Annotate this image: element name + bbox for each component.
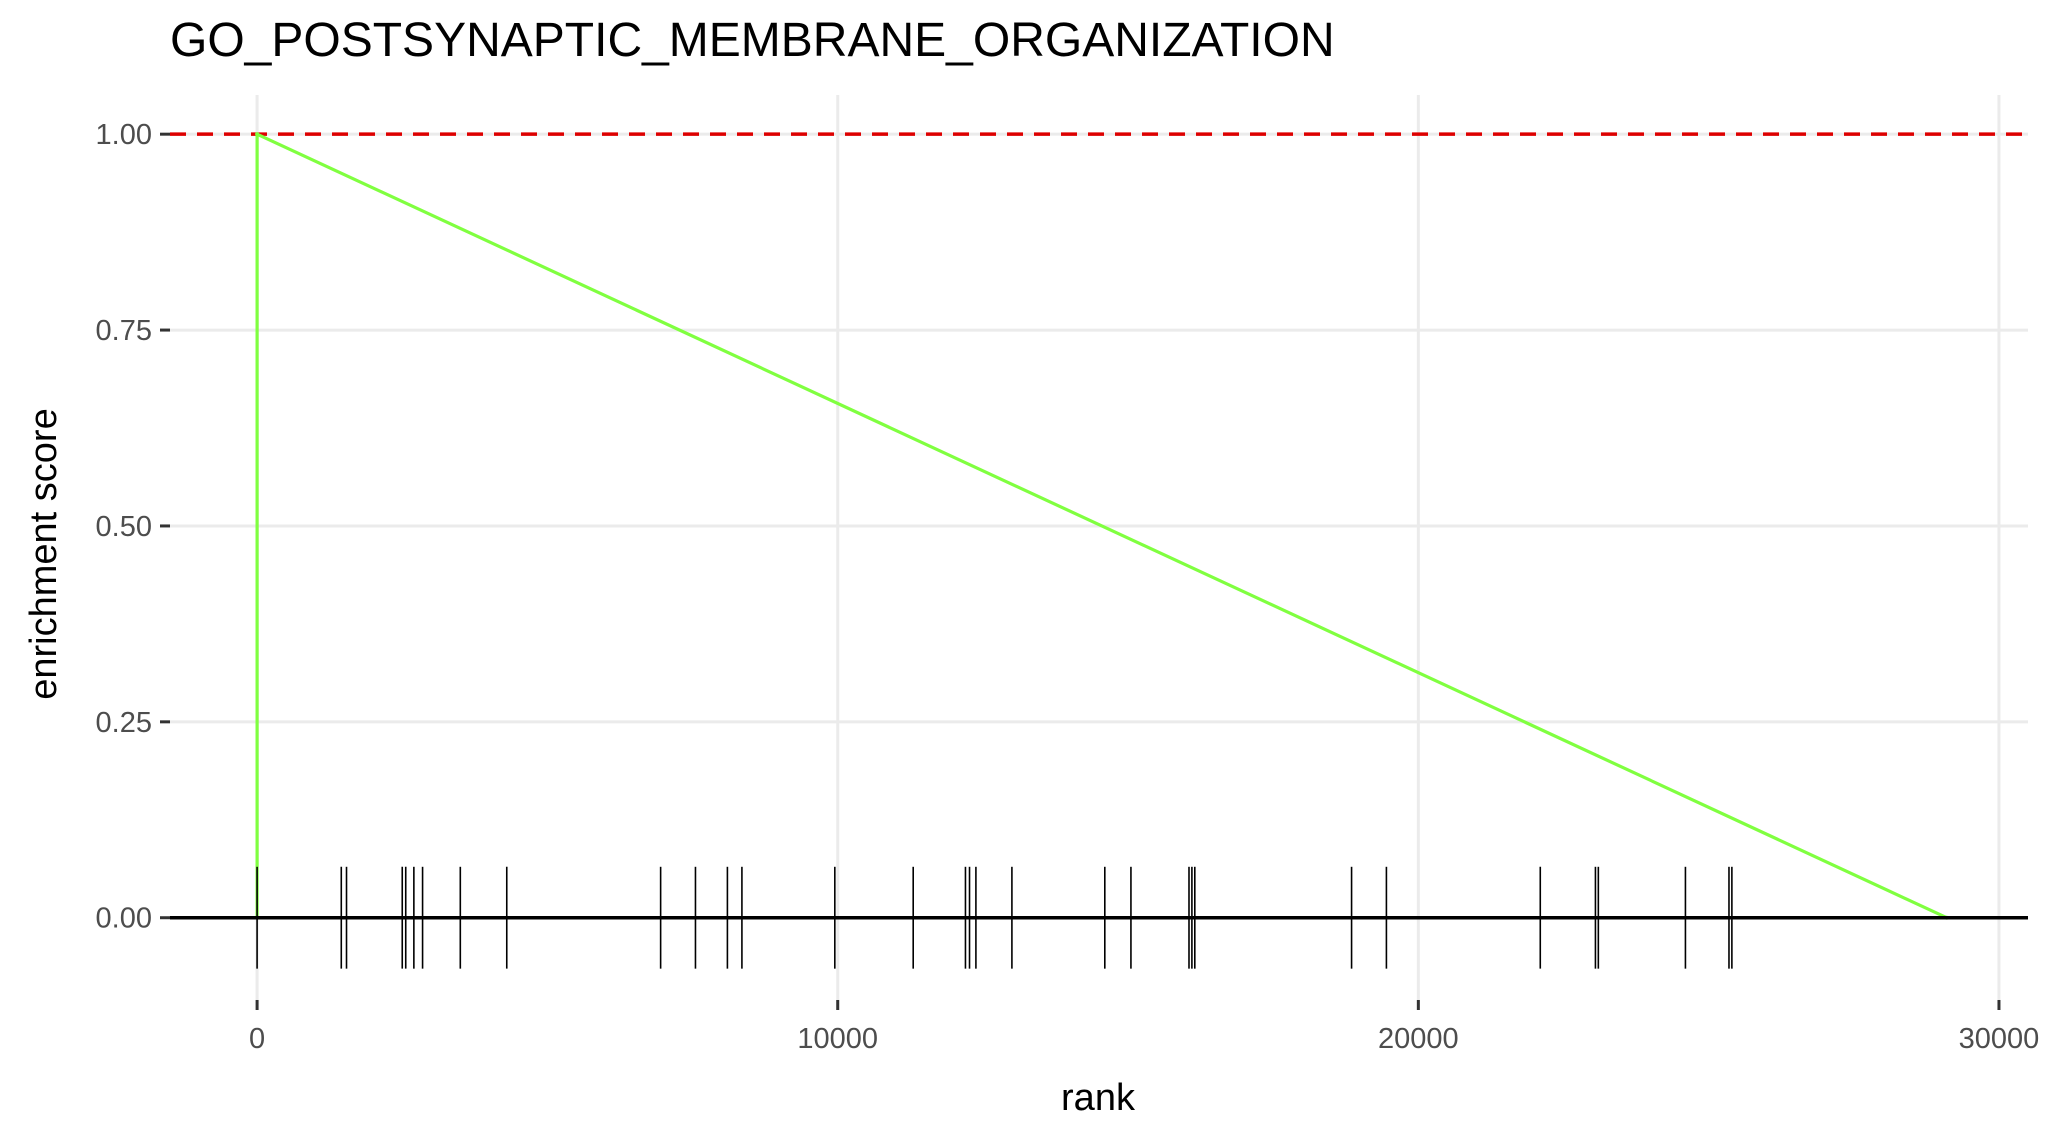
- y-tick-label: 1.00: [96, 119, 152, 151]
- x-tick-label: 20000: [1378, 1023, 1459, 1055]
- x-tick-label: 10000: [797, 1023, 878, 1055]
- hit-marks-layer: [170, 866, 2028, 969]
- axis-layer: 0.00 0.25 0.50 0.75 1.00 0 10000 20000 30000: [96, 119, 2040, 1055]
- y-tick-label: 0.25: [96, 707, 152, 739]
- series-point: [255, 132, 260, 137]
- y-axis-title: enrichment score: [23, 408, 65, 699]
- x-tick-label: 0: [249, 1023, 265, 1055]
- y-tick-label: 0.75: [96, 315, 152, 347]
- x-tick-label: 30000: [1959, 1023, 2040, 1055]
- x-axis-title: rank: [1061, 1077, 1136, 1119]
- grid-layer: [170, 95, 2028, 1000]
- chart-title: GO_POSTSYNAPTIC_MEMBRANE_ORGANIZATION: [170, 14, 1335, 67]
- y-tick-label: 0.50: [96, 511, 152, 543]
- y-tick-label: 0.00: [96, 903, 152, 935]
